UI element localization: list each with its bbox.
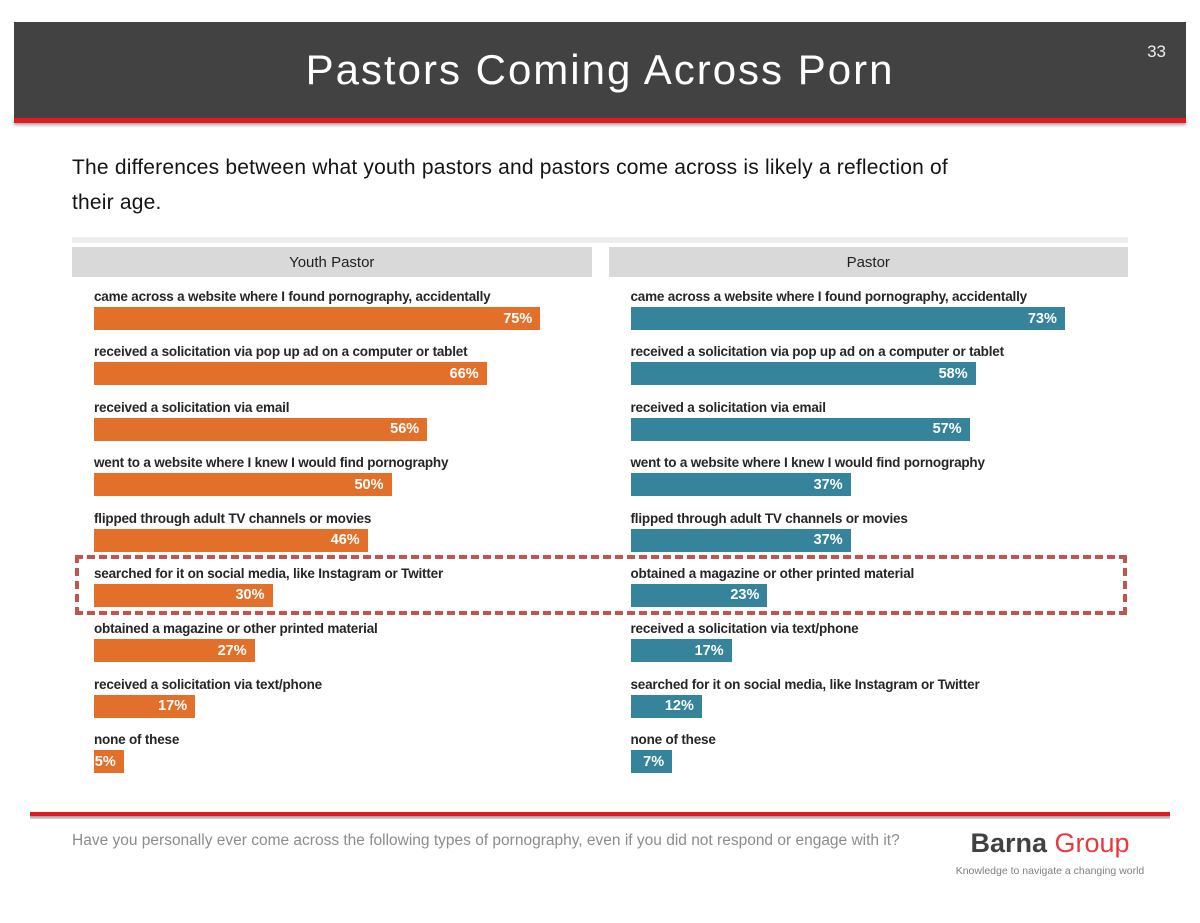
bar: 12% — [630, 694, 702, 718]
chart-row: went to a website where I knew I would f… — [630, 455, 1129, 510]
category-label: received a solicitation via email — [630, 399, 826, 415]
bar-value-label: 56% — [390, 421, 420, 438]
bar: 58% — [630, 362, 976, 386]
chart-row: none of these 7% — [630, 732, 1129, 787]
category-label: went to a website where I knew I would f… — [94, 455, 449, 471]
category-label: went to a website where I knew I would f… — [630, 455, 985, 471]
survey-question-text: Have you personally ever come across the… — [72, 832, 900, 849]
chart-row: received a solicitation via email 56% — [94, 400, 592, 455]
bar-value-label: 75% — [503, 310, 533, 327]
chart-row: searched for it on social media, like In… — [630, 676, 1129, 732]
chart-row: none of these 5% — [94, 732, 592, 787]
bar-value-label: 12% — [664, 698, 694, 715]
page-number: 33 — [1147, 42, 1166, 61]
chart-row: came across a website where I found porn… — [94, 289, 592, 344]
bar-value-label: 23% — [730, 587, 760, 604]
chart-row: received a solicitation via pop up ad on… — [630, 344, 1129, 399]
category-label: searched for it on social media, like In… — [630, 676, 980, 692]
logo-name-primary: Barna — [970, 828, 1047, 858]
bar: 50% — [94, 473, 392, 497]
category-label: obtained a magazine or other printed mat… — [630, 565, 915, 581]
header-bar: Pastors Coming Across Porn — [14, 22, 1186, 118]
bar-value-label: 37% — [813, 532, 843, 549]
chart-row: searched for it on social media, like In… — [94, 566, 592, 621]
bar-value-label: 17% — [694, 642, 724, 659]
subtitle-text: The differences between what youth pasto… — [72, 156, 948, 214]
chart-row: received a solicitation via text/phone 17… — [94, 677, 592, 732]
category-label: none of these — [94, 732, 180, 748]
bar-value-label: 46% — [330, 532, 360, 549]
category-label: received a solicitation via text/phone — [94, 676, 322, 692]
bar-value-label: 57% — [932, 421, 962, 438]
category-label: flipped through adult TV channels or mov… — [630, 510, 908, 526]
panel-pastor: Pastor came across a website where I fou… — [608, 247, 1129, 788]
bar: 57% — [630, 417, 970, 441]
chart-row: received a solicitation via email 57% — [630, 399, 1129, 455]
bar-value-label: 5% — [94, 753, 116, 770]
logo-tagline: Knowledge to navigate a changing world — [955, 865, 1145, 877]
chart-row: obtained a magazine or other printed mat… — [630, 565, 1129, 621]
chart-row: flipped through adult TV channels or mov… — [630, 510, 1129, 566]
footer-accent-line — [30, 812, 1170, 816]
bar: 56% — [94, 417, 428, 441]
category-label: came across a website where I found porn… — [94, 289, 491, 304]
bar: 73% — [630, 307, 1065, 330]
category-label: received a solicitation via email — [94, 399, 290, 415]
category-label: received a solicitation via pop up ad on… — [630, 344, 1005, 360]
bar: 27% — [94, 639, 255, 663]
bar-value-label: 17% — [158, 698, 188, 715]
bar-value-label: 37% — [813, 476, 843, 493]
chart-panels: Youth Pastor came across a website where… — [72, 247, 1128, 788]
rows-youth-pastor: came across a website where I found porn… — [72, 289, 592, 788]
bar: 5% — [94, 750, 124, 774]
header-accent-line — [14, 118, 1186, 123]
column-header-pastor: Pastor — [608, 247, 1128, 277]
chart-row: obtained a magazine or other printed mat… — [94, 621, 592, 676]
chart-row: flipped through adult TV channels or mov… — [94, 511, 592, 566]
category-label: flipped through adult TV channels or mov… — [94, 510, 372, 526]
category-label: received a solicitation via pop up ad on… — [94, 344, 468, 360]
panel-youth-pastor: Youth Pastor came across a website where… — [72, 247, 592, 788]
logo-name: Barna Group — [945, 828, 1155, 859]
chart-row: came across a website where I found porn… — [630, 289, 1129, 344]
bar: 66% — [94, 362, 487, 386]
barna-group-logo: Barna Group Knowledge to navigate a chan… — [945, 828, 1155, 877]
chart-row: received a solicitation via pop up ad on… — [94, 344, 592, 399]
bar: 37% — [630, 528, 851, 552]
bar-value-label: 50% — [354, 476, 384, 493]
logo-name-secondary: Group — [1054, 828, 1130, 858]
bar: 46% — [94, 528, 368, 552]
bar: 37% — [630, 473, 851, 497]
category-label: obtained a magazine or other printed mat… — [94, 621, 378, 637]
bar: 17% — [630, 639, 732, 663]
category-label: came across a website where I found porn… — [630, 289, 1028, 304]
bar-value-label: 30% — [235, 587, 265, 604]
slide-title: Pastors Coming Across Porn — [305, 46, 895, 93]
bar-chart: Youth Pastor came across a website where… — [72, 237, 1128, 788]
bar-value-label: 27% — [217, 642, 247, 659]
bar: 30% — [94, 583, 273, 607]
bar-value-label: 66% — [449, 365, 479, 382]
bar: 7% — [630, 750, 673, 774]
bar-value-label: 7% — [643, 753, 665, 770]
bar: 23% — [630, 583, 768, 607]
category-label: received a solicitation via text/phone — [630, 621, 859, 637]
chart-row: went to a website where I knew I would f… — [94, 455, 592, 510]
column-header-youth-pastor: Youth Pastor — [72, 247, 592, 277]
bar: 17% — [94, 694, 196, 718]
chart-row: received a solicitation via text/phone 17… — [630, 621, 1129, 676]
bar: 75% — [94, 307, 541, 330]
bar-value-label: 73% — [1027, 310, 1057, 327]
category-label: searched for it on social media, like In… — [94, 565, 444, 581]
category-label: none of these — [630, 732, 716, 748]
rows-pastor: came across a website where I found porn… — [609, 289, 1129, 788]
chart-top-strip — [72, 237, 1128, 243]
footer-accent-shadow-line — [30, 816, 1170, 819]
bar-value-label: 58% — [938, 365, 968, 382]
